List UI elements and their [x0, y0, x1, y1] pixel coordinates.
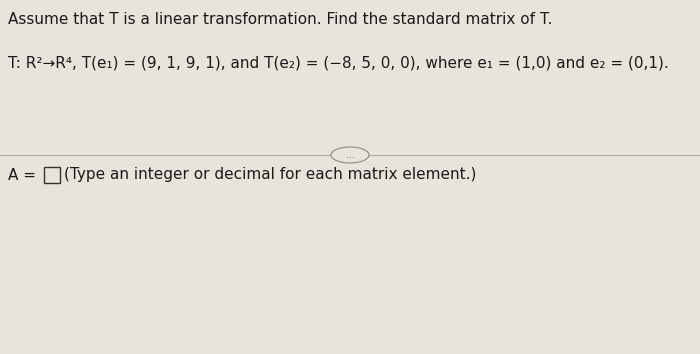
- Text: A =: A =: [8, 167, 41, 183]
- Bar: [44, 167, 60, 183]
- Text: (Type an integer or decimal for each matrix element.): (Type an integer or decimal for each mat…: [64, 167, 477, 183]
- Text: ...: ...: [346, 150, 354, 160]
- Text: Assume that T is a linear transformation. Find the standard matrix of T.: Assume that T is a linear transformation…: [8, 12, 552, 27]
- Ellipse shape: [331, 147, 369, 163]
- Text: T: R²→R⁴, T(e₁) = (9, 1, 9, 1), and T(e₂) = (−8, 5, 0, 0), where e₁ = (1,0) and : T: R²→R⁴, T(e₁) = (9, 1, 9, 1), and T(e₂…: [8, 55, 668, 70]
